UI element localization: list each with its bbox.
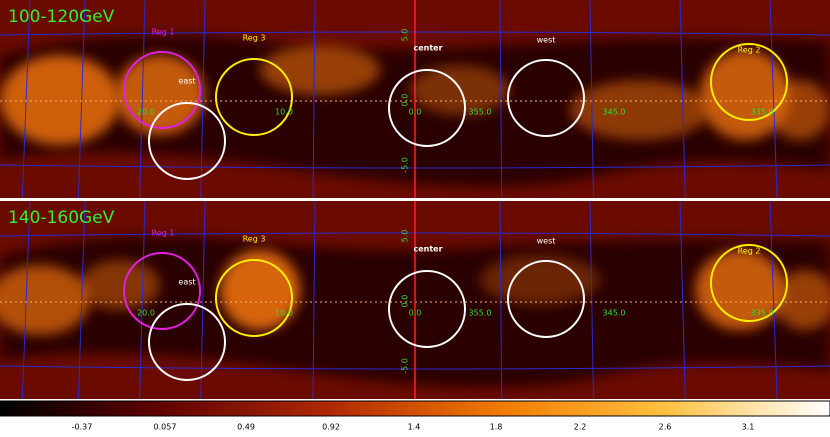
region-label: Reg 2: [738, 46, 761, 55]
longitude-label: 335.0: [751, 108, 774, 117]
longitude-label: 335.0: [751, 309, 774, 318]
region-label: center: [413, 245, 442, 254]
longitude-label: 0.0: [409, 309, 422, 318]
longitude-label: 10.0: [275, 309, 293, 318]
region-label: center: [413, 44, 442, 53]
region-label: Reg 2: [738, 247, 761, 256]
panel-title: 100-120GeV: [8, 7, 115, 27]
region-circle: [710, 43, 788, 121]
region-label: west: [537, 36, 556, 45]
longitude-label: 345.0: [603, 108, 626, 117]
region-circle: [388, 270, 466, 348]
region-circle: [123, 51, 201, 129]
sky-panel: 140-160GeV Reg 1 Reg 3 east center west Reg 2 2…: [0, 200, 830, 400]
emission-blob: [0, 55, 120, 145]
latitude-label: 0.0: [401, 94, 410, 107]
emission-blob: [80, 260, 160, 310]
region-circle: [215, 259, 293, 337]
region-label: east: [178, 77, 195, 86]
region-label: Reg 3: [243, 235, 266, 244]
grid-line: [77, 200, 86, 400]
region-circle: [148, 303, 226, 381]
colorbar-tick-label: 2.2: [574, 423, 587, 432]
colorbar-tick-label: 3.1: [742, 423, 755, 432]
longitude-label: 355.0: [469, 309, 492, 318]
emission-blob: [700, 50, 790, 140]
region-circle: [710, 244, 788, 322]
longitude-label: 10.0: [275, 108, 293, 117]
latitude-label: -5.0: [401, 358, 410, 374]
latitude-label: 5.0: [401, 29, 410, 42]
emission-blob: [260, 45, 380, 95]
longitude-label: 20.0: [137, 108, 155, 117]
region-label: Reg 1: [152, 28, 175, 37]
region-circle: [123, 252, 201, 330]
emission-blob: [695, 250, 785, 330]
latitude-label: -5.0: [401, 157, 410, 173]
region-circle: [215, 58, 293, 136]
longitude-label: 0.0: [409, 108, 422, 117]
grid-line: [499, 200, 503, 400]
colorbar-tick-label: 0.49: [237, 423, 255, 432]
region-circle: [507, 59, 585, 137]
colorbar-tick-label: 0.057: [154, 423, 177, 432]
longitude-label: 355.0: [469, 108, 492, 117]
sky-panel: 100-120GeV Reg 1 Reg 3 east center west Reg 2 2…: [0, 0, 830, 199]
grid-line: [769, 200, 778, 400]
region-circle: [148, 102, 226, 180]
region-label: east: [178, 278, 195, 287]
latitude-label: 0.0: [401, 295, 410, 308]
colorbar-tick-label: 0.92: [322, 423, 340, 432]
grid-line: [769, 0, 778, 199]
region-circle: [507, 260, 585, 338]
grid-line: [499, 0, 503, 199]
emission-blob: [0, 265, 90, 335]
emission-blob: [220, 250, 300, 330]
colorbar-tick-label: 2.6: [659, 423, 672, 432]
region-label: Reg 3: [243, 34, 266, 43]
emission-blob: [770, 80, 830, 140]
region-label: Reg 1: [152, 229, 175, 238]
grid-line: [312, 200, 316, 400]
longitude-label: 345.0: [603, 309, 626, 318]
grid-line: [312, 0, 316, 199]
emission-blob: [115, 55, 205, 135]
latitude-label: 5.0: [401, 230, 410, 243]
colorbar-tick-label: 1.8: [490, 423, 503, 432]
emission-blob: [775, 270, 830, 330]
longitude-label: 20.0: [137, 309, 155, 318]
region-circle: [388, 69, 466, 147]
region-label: west: [537, 237, 556, 246]
colorbar: [0, 400, 830, 417]
colorbar-tick-label: 1.4: [408, 423, 421, 432]
panel-title: 140-160GeV: [8, 208, 115, 228]
colorbar-tick-label: -0.37: [72, 423, 93, 432]
emission-blob: [480, 255, 600, 305]
grid-line: [77, 0, 86, 199]
emission-blob: [570, 80, 710, 140]
